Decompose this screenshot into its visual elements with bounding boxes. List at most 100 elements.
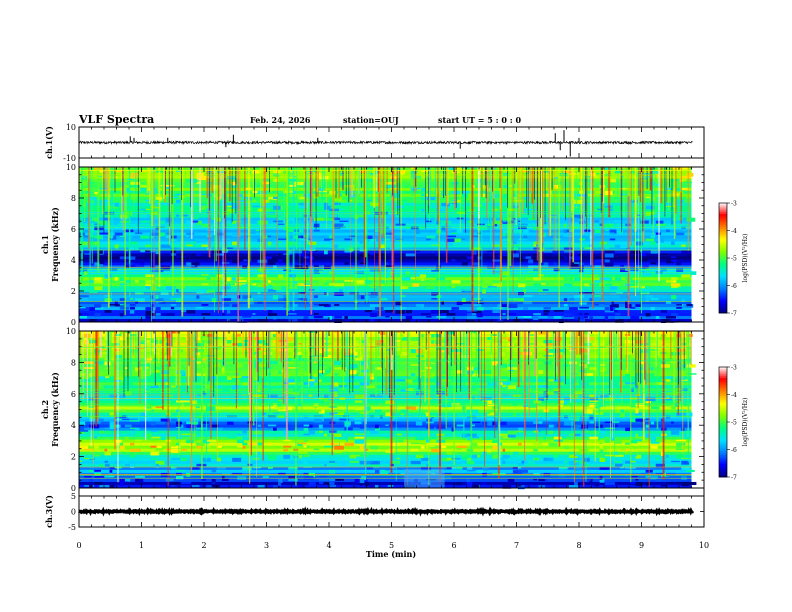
spectrogram-cell (109, 304, 118, 306)
spectrogram-streak (223, 331, 226, 367)
spectrogram-cell (630, 337, 637, 341)
spectrogram-streak (127, 331, 129, 379)
spectrogram-streak (239, 167, 241, 237)
spectrogram-cell (196, 361, 203, 364)
spectrogram-cell (130, 442, 135, 446)
spectrogram-cell (313, 265, 321, 267)
spectrogram-cell (104, 199, 111, 203)
spectrogram-cell (518, 238, 527, 241)
spectrogram-cell (181, 403, 185, 408)
spectrogram-cell (533, 421, 539, 424)
spectrogram-cell (150, 286, 156, 291)
spectrogram-cell (324, 202, 328, 207)
spectrogram-cell (472, 367, 479, 371)
spectrogram-cell (206, 439, 217, 442)
spectrogram-cell (558, 436, 567, 439)
spectrogram-cell (523, 457, 533, 461)
spectrogram-streak (250, 331, 252, 456)
spectrogram-cell (94, 376, 104, 378)
spectrogram-cell (114, 277, 118, 281)
spectrogram-streak (190, 167, 192, 208)
spectrogram-cell (313, 229, 320, 232)
spectrogram-cell (329, 442, 340, 446)
spectrogram-cell (170, 193, 180, 197)
y-tick-label: 0 (71, 484, 76, 493)
spectrogram-cell (262, 355, 267, 357)
spectrogram-cell (640, 292, 650, 295)
spectrogram-cell (104, 367, 115, 370)
spectrogram-cell (676, 262, 681, 266)
spectrogram-cell (313, 313, 319, 315)
spectrogram-cell (604, 370, 610, 375)
spectrogram-cell (635, 409, 639, 414)
spectrogram-cell (145, 253, 153, 257)
spectrogram-streak (393, 167, 395, 314)
spectrogram-cell (140, 412, 146, 417)
spectrogram-cell (150, 304, 155, 307)
spectrogram-cell (625, 472, 628, 475)
spectrogram-cell (421, 409, 430, 412)
spectrogram-cell (436, 256, 440, 260)
spectrogram-cell (160, 484, 171, 487)
spectrogram-cell (461, 457, 467, 460)
spectrogram-cell (135, 280, 139, 283)
spectrogram-cell (385, 238, 391, 241)
spectrogram-cell (461, 454, 469, 459)
spectrogram-cell (176, 256, 186, 258)
spectrogram-cell (99, 430, 104, 434)
spectrogram-cell (676, 304, 682, 306)
spectrogram-cell (666, 376, 675, 379)
spectrogram-band (79, 409, 692, 413)
spectrogram-cell (130, 454, 135, 458)
spectrogram-cell (344, 367, 348, 371)
spectrogram-streak (544, 167, 546, 225)
spectrogram-streak (626, 331, 629, 372)
colorbar-swatch (719, 303, 727, 307)
spectrogram-cell (354, 358, 363, 361)
spectrogram-cell (594, 280, 601, 283)
spectrogram-cell (283, 448, 289, 452)
spectrogram-cell (354, 454, 361, 457)
spectrogram-cell (344, 238, 352, 241)
spectrogram-cell (574, 460, 579, 463)
spectrogram-cell (298, 283, 308, 286)
spectrogram-cell (89, 319, 98, 322)
spectrogram-cell (221, 367, 225, 372)
spectrogram-cell (242, 466, 252, 471)
spectrogram-cell (278, 202, 286, 206)
spectrogram-cell (216, 448, 220, 451)
spectrogram-cell (354, 391, 358, 394)
spectrogram-streak (481, 167, 483, 282)
spectrogram-cell (604, 253, 614, 258)
spectrogram-cell (318, 409, 325, 414)
spectrogram-streak (680, 167, 682, 224)
spectrogram-cell (329, 412, 338, 414)
spectrogram-cell (630, 280, 639, 284)
spectrogram-cell (201, 427, 207, 430)
spectrogram-cell (563, 457, 567, 460)
spectrogram-band (79, 418, 692, 422)
spectrogram-cell (584, 286, 589, 289)
spectrogram-cell (349, 289, 354, 292)
spectrogram-cell (620, 268, 628, 272)
spectrogram-cell (395, 223, 406, 226)
spectrogram-cell (415, 421, 423, 426)
spectrogram-streak (396, 167, 398, 194)
spectrogram-cell (461, 289, 472, 291)
colorbar-swatch (719, 291, 727, 294)
spectrogram-cell (257, 340, 266, 344)
spectrogram-streak (433, 331, 436, 358)
colorbar-swatch (719, 241, 727, 244)
spectrogram-cell (410, 283, 419, 287)
spectrogram-cell (99, 463, 105, 468)
spectrogram-cell (518, 484, 522, 487)
spectrogram-cell (426, 220, 432, 223)
ch3-waveform-y-label: ch.3(V) (44, 495, 54, 528)
spectrogram-streak (338, 167, 341, 199)
spectrogram-streak (465, 167, 466, 233)
spectrogram-cell (170, 385, 176, 388)
colorbar-swatch (719, 418, 727, 421)
spectrogram-cell (599, 169, 610, 174)
spectrogram-cell (252, 283, 257, 286)
spectrogram-band (79, 457, 692, 462)
